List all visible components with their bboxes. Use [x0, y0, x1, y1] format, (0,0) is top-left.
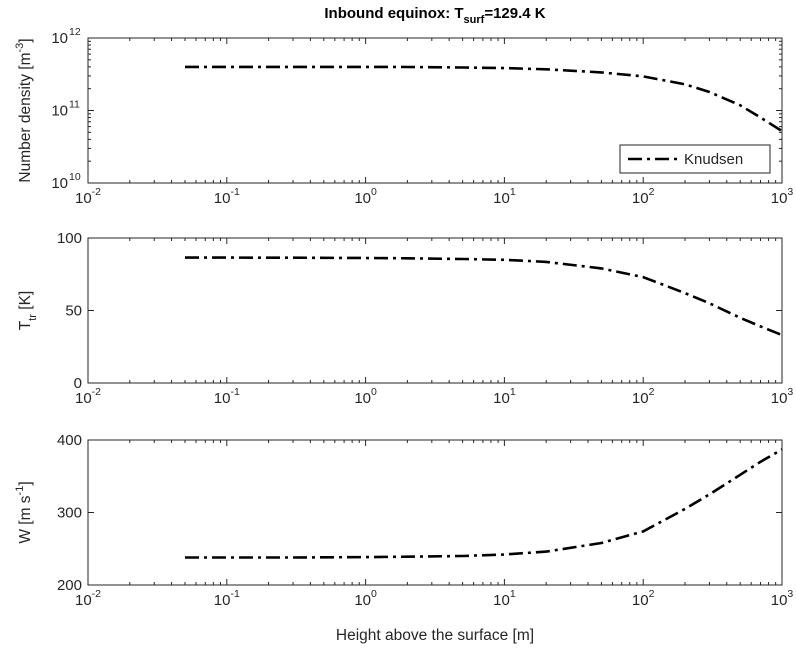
- x-tick-label: 10-2: [75, 588, 101, 609]
- y-tick-label: 0: [74, 375, 82, 392]
- y-axis-label: W [m s-1]: [14, 481, 34, 543]
- y-tick-label: 100: [57, 230, 82, 247]
- series-line-1: [185, 256, 783, 337]
- y-axis-label: Ttr [K]: [17, 291, 39, 330]
- subplot-3: 10-2 10-1 100 101 102 103 200 300 400 W [m s-1] He…: [14, 432, 793, 644]
- y-tick-exponent: 11: [69, 99, 80, 111]
- y-tick-label: 50: [65, 303, 82, 320]
- y-tick-label: 200: [57, 577, 82, 594]
- x-tick-label: 100: [354, 588, 377, 609]
- y-tick-exponent: 12: [69, 26, 81, 38]
- chart-title: Inbound equinox: Tsurf=129.4 K: [324, 5, 545, 26]
- y-tick-label: 300: [57, 505, 82, 522]
- x-tick-label: 102: [632, 186, 655, 207]
- y-tick-label: 10: [51, 30, 68, 47]
- x-tick-label: 101: [493, 588, 516, 609]
- series-line-1: [185, 448, 783, 559]
- y-tick-label: 10: [51, 103, 68, 120]
- x-tick-label: 100: [354, 386, 377, 407]
- x-axis-label: Height above the surface [m]: [336, 627, 534, 644]
- x-tick-label: 10-1: [214, 588, 240, 609]
- x-tick-label: 102: [632, 588, 655, 609]
- x-tick-label: 101: [493, 186, 516, 207]
- x-tick-label: 101: [493, 386, 516, 407]
- x-tick-label: 10-2: [75, 186, 101, 207]
- x-tick-label: 103: [771, 588, 794, 609]
- x-tick-label: 103: [771, 386, 794, 407]
- subplot-2: 10-2 10-1 100 101 102 103 0 50 100 Ttr [K]: [17, 230, 793, 407]
- legend-label: Knudsen: [684, 151, 743, 168]
- plot-frame: [87, 439, 783, 586]
- x-tick-label: 102: [632, 386, 655, 407]
- x-tick-label: 103: [771, 186, 794, 207]
- y-axis-label: Number density [m-3]: [14, 38, 34, 182]
- y-tick-label: 10: [51, 175, 68, 192]
- x-tick-label: 100: [354, 186, 377, 207]
- y-tick-exponent: 10: [69, 171, 81, 183]
- x-tick-label: 10-1: [214, 386, 240, 407]
- title-subscript: surf: [464, 14, 485, 26]
- x-tick-label: 10-2: [75, 386, 101, 407]
- series-line-1: [185, 65, 783, 133]
- title-rest: =129.4 K: [484, 5, 545, 22]
- x-tick-label: 10-1: [214, 186, 240, 207]
- title-main: Inbound equinox: T: [324, 5, 463, 22]
- legend: Knudsen: [619, 144, 771, 174]
- legend-box: [619, 144, 771, 174]
- y-tick-label: 400: [57, 432, 82, 449]
